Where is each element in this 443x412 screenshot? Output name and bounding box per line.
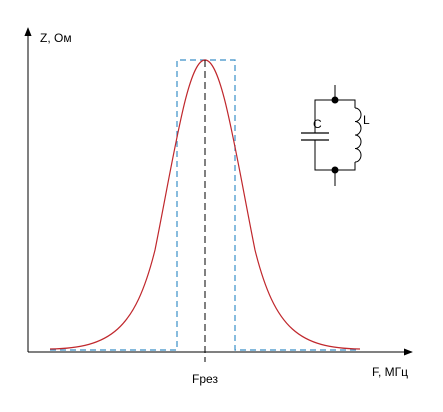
capacitor-label: C bbox=[313, 117, 322, 131]
inductor-label: L bbox=[363, 113, 370, 127]
y-axis-label: Z, Ом bbox=[40, 31, 72, 45]
x-axis-label: F, МГц bbox=[372, 365, 408, 379]
resonance-label: Fрез bbox=[192, 372, 218, 386]
lc-circuit bbox=[301, 85, 362, 186]
